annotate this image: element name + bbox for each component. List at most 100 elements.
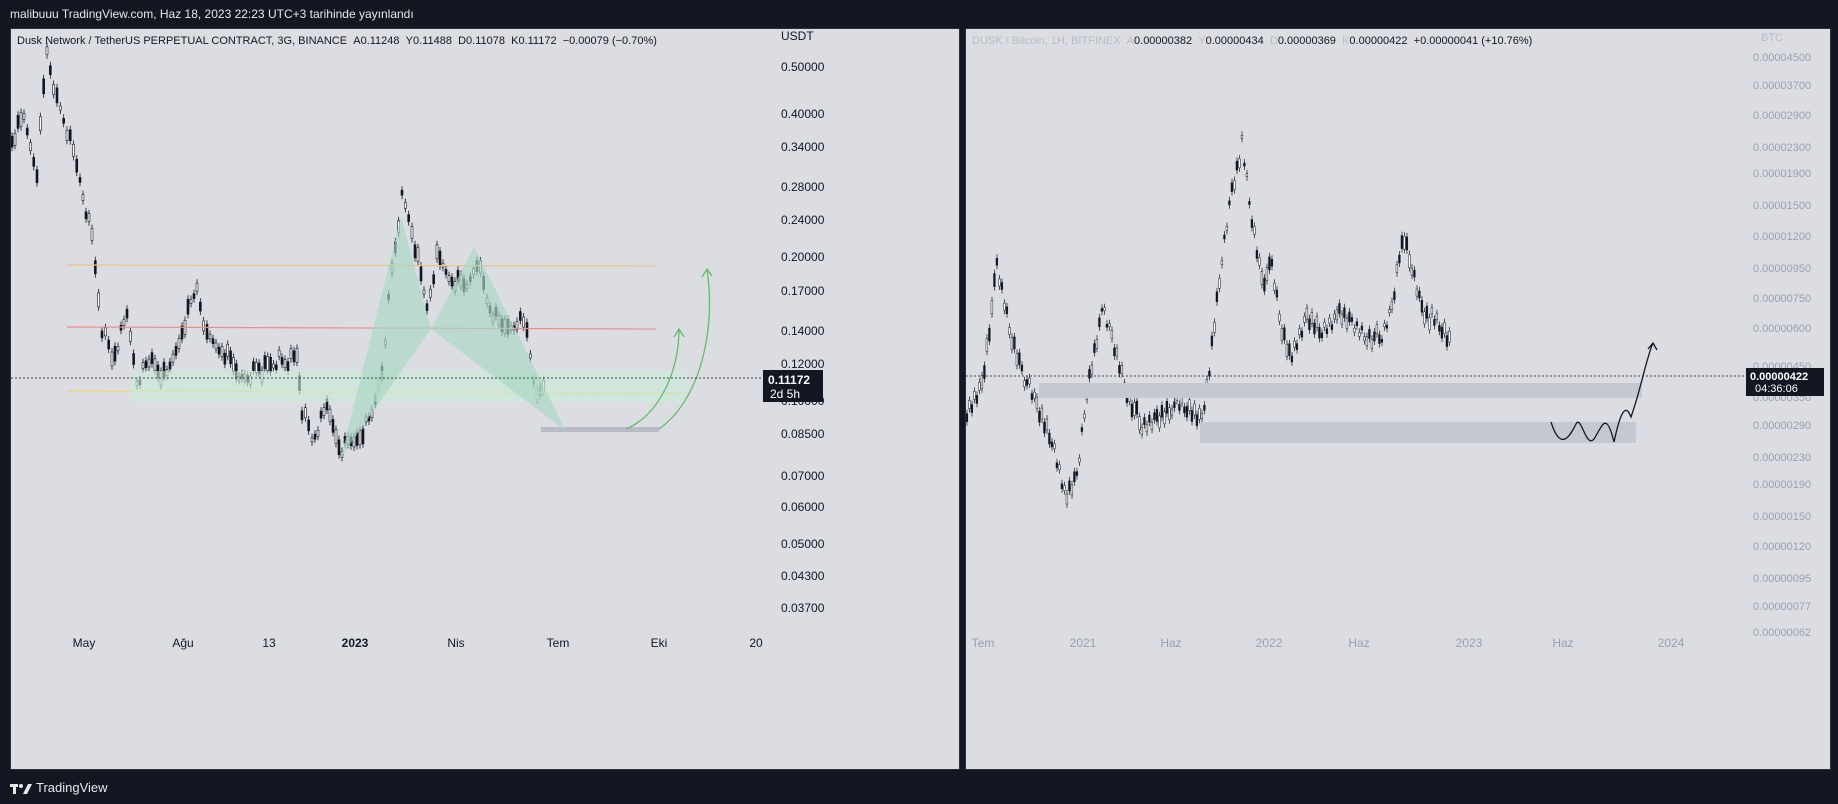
candle-body [1448, 330, 1451, 343]
left-price-tick: 0.28000 [781, 180, 825, 194]
left-time-tick: 20 [749, 636, 763, 650]
candle-body [1433, 319, 1436, 326]
candle-body [1298, 328, 1301, 336]
candle-body [1200, 413, 1204, 420]
left-drawings [11, 217, 771, 457]
candle-body [1178, 404, 1181, 411]
candle-body [1018, 352, 1021, 366]
candle-body [272, 363, 275, 369]
candle-body [39, 116, 42, 131]
candle-body [1050, 441, 1054, 448]
candle-body [1268, 256, 1271, 271]
left-chart-svg[interactable]: USDT 0.50000 0.40000 0.34000 0.28000 0.24000 0… [11, 29, 960, 770]
candle-body [266, 356, 270, 371]
left-price-tick: 0.34000 [781, 140, 825, 154]
candle-body [1383, 323, 1386, 327]
right-price-tick: 0.00000077 [1753, 601, 1811, 613]
candle-body [1288, 343, 1291, 356]
right-low: 0.00000369 [1277, 35, 1336, 47]
candle-body [1003, 302, 1006, 311]
left-price-tick: 0.24000 [781, 213, 825, 227]
candle-body [519, 311, 522, 321]
candle-body [283, 359, 287, 368]
right-time-tick: 2022 [1256, 636, 1283, 650]
candle-body [1075, 471, 1079, 476]
candle-body [68, 129, 72, 141]
candle-body [274, 364, 278, 371]
candle-body [334, 429, 338, 444]
candle-body [432, 274, 435, 285]
candle-body [1403, 236, 1406, 250]
left-symbol[interactable]: Dusk Network / TetherUS PERPETUAL CONTRA… [17, 35, 348, 47]
candle-body [1438, 325, 1441, 332]
right-chart-panel[interactable]: DUSK / Bitcoin, 1H, BITFINEX A0.00000382… [965, 28, 1831, 770]
candle-body [1295, 343, 1299, 350]
candle-body [29, 142, 32, 151]
left-chart-panel[interactable]: Dusk Network / TetherUS PERPETUAL CONTRA… [10, 28, 960, 770]
candle-body [223, 352, 227, 365]
left-open: 0.11248 [360, 35, 400, 47]
candle-body [400, 189, 404, 196]
candle-body [1215, 291, 1219, 303]
candle-body [1100, 308, 1104, 312]
footer-brand[interactable]: TradingView [0, 772, 1838, 804]
candle-body [419, 265, 423, 282]
candle-body [1093, 343, 1096, 353]
candle-body [1110, 330, 1114, 339]
right-close: 0.00000422 [1349, 35, 1408, 47]
candle-body [150, 352, 154, 364]
candle-body [1368, 329, 1371, 339]
candle-body [42, 78, 45, 95]
candle-body [1350, 317, 1354, 322]
candle-body [1395, 264, 1399, 274]
candle-body [410, 226, 414, 239]
candle-body [1033, 391, 1036, 399]
candle-body [447, 275, 451, 282]
candle-body [990, 300, 994, 315]
current-price-value: 0.11172 [768, 373, 810, 387]
candle-body [1440, 326, 1444, 339]
candle-body [1235, 160, 1239, 171]
candle-body [189, 299, 193, 304]
candle-body [1143, 417, 1146, 425]
arrow-head-icon [673, 327, 685, 338]
candle-body [75, 158, 79, 173]
harmonic-triangle-1 [341, 217, 431, 457]
candle-body [220, 346, 224, 358]
candle-body [292, 350, 296, 363]
candle-body [1315, 316, 1319, 328]
candle-body [132, 353, 135, 365]
right-chart-svg[interactable]: BTC 0.00004500 0.00003700 0.00002900 0.00002… [966, 29, 1831, 770]
candle-body [1408, 254, 1411, 268]
harmonic-triangle-2 [431, 247, 566, 431]
candle-body [113, 345, 117, 362]
candle-body [529, 353, 532, 359]
candle-body [1253, 226, 1256, 235]
candle-body [119, 324, 123, 331]
candle-body [94, 260, 97, 274]
candle-body [307, 419, 310, 432]
candle-body [1193, 403, 1196, 416]
candle-body [1138, 416, 1141, 430]
candle-body [980, 375, 984, 389]
candle-body [1343, 307, 1346, 318]
candle-body [435, 244, 439, 260]
candle-body [1158, 415, 1161, 429]
candle-body [1203, 405, 1206, 411]
candle-body [252, 361, 255, 371]
candle-body [1005, 306, 1009, 315]
right-drawings [966, 341, 1746, 443]
candle-body [229, 350, 232, 365]
candle-body [1378, 334, 1381, 344]
candle-body [97, 292, 100, 308]
candle-body [1150, 422, 1154, 430]
candle-body [104, 327, 107, 337]
support-zone [131, 371, 686, 402]
right-price-tick: 0.00000290 [1753, 420, 1811, 432]
candle-body [1198, 407, 1201, 420]
candle-body [1370, 339, 1374, 349]
candle-body [1040, 407, 1044, 420]
left-price-tick: 0.50000 [781, 60, 825, 74]
candle-body [1258, 257, 1261, 266]
right-symbol[interactable]: DUSK / Bitcoin, 1H, BITFINEX [972, 35, 1121, 47]
